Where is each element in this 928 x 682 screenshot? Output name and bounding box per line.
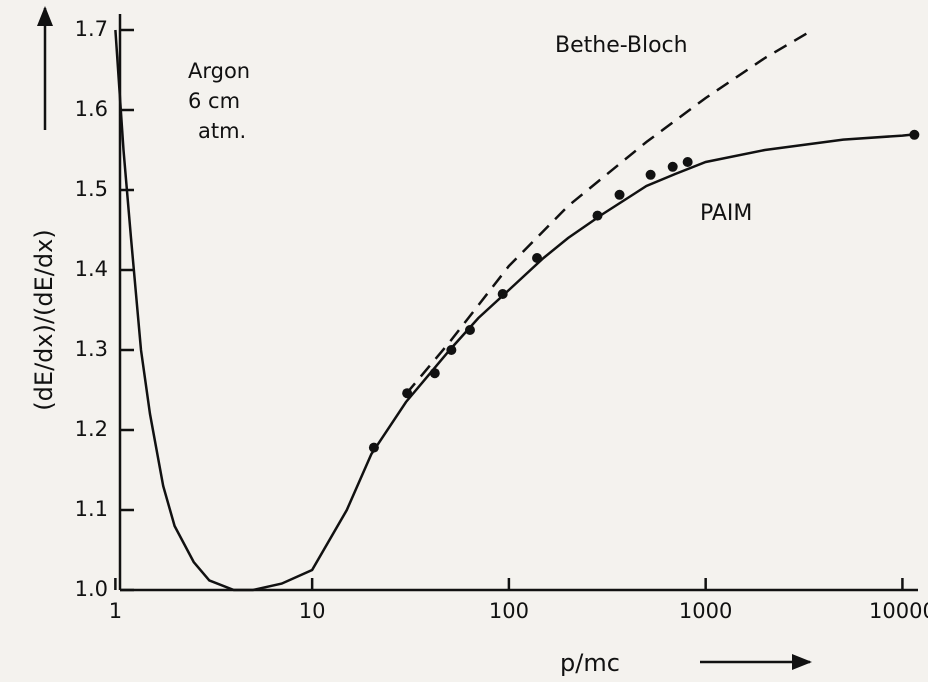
- series-line: [405, 28, 814, 395]
- annotation: atm.: [198, 119, 246, 143]
- y-tick-label: 1.2: [75, 417, 108, 441]
- data-point: [368, 442, 379, 453]
- data-point: [497, 289, 508, 299]
- series-label: Bethe-Bloch: [555, 33, 688, 58]
- x-tick-label: 10000: [869, 599, 928, 623]
- data-point: [592, 210, 603, 221]
- data-point: [909, 129, 920, 140]
- y-tick-label: 1.5: [75, 177, 108, 201]
- y-axis-label: (dE/dx)/(dE/dx): [30, 229, 58, 410]
- data-point: [614, 189, 625, 200]
- data-point: [645, 169, 656, 180]
- data-point: [464, 325, 475, 335]
- y-tick-label: 1.7: [75, 17, 108, 41]
- x-tick-label: 10: [299, 599, 326, 623]
- series-label: PAIM: [700, 201, 752, 226]
- data-point: [446, 345, 457, 355]
- data-point: [402, 388, 413, 399]
- y-tick-label: 1.6: [75, 97, 108, 121]
- y-tick-label: 1.4: [75, 257, 108, 281]
- y-tick-label: 1.0: [75, 577, 108, 601]
- y-tick-label: 1.3: [75, 337, 108, 361]
- x-axis-label: p/mc: [560, 649, 620, 677]
- x-tick-label: 1: [109, 599, 122, 623]
- annotation: Argon: [188, 59, 250, 83]
- x-tick-label: 100: [489, 599, 529, 623]
- annotation: 6 cm: [188, 89, 240, 113]
- data-point: [667, 161, 678, 172]
- data-point: [532, 253, 543, 263]
- data-point: [682, 157, 693, 167]
- series-line: [114, 29, 919, 592]
- x-tick-label: 1000: [679, 599, 732, 623]
- data-point: [429, 368, 440, 379]
- y-tick-label: 1.1: [75, 497, 108, 521]
